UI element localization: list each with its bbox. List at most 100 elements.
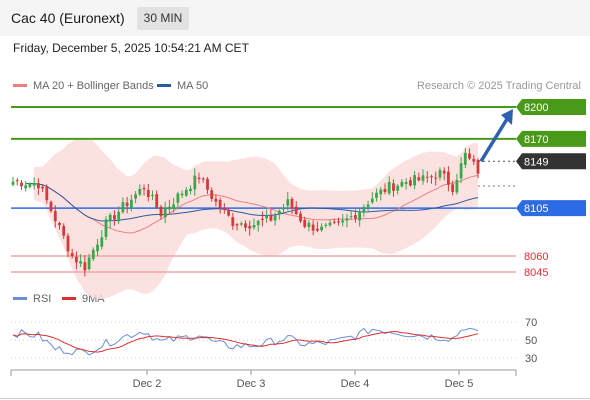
candle-body <box>227 210 230 216</box>
candle-body <box>91 249 95 260</box>
candle-body <box>290 199 294 209</box>
candle-body <box>239 223 243 225</box>
candle-body <box>273 215 277 221</box>
candle-body <box>261 218 264 220</box>
candle-body <box>316 228 319 231</box>
candle-body <box>417 177 421 181</box>
candle-body <box>151 195 154 196</box>
candle-body <box>476 159 480 174</box>
x-tick-label: Dec 5 <box>445 378 474 390</box>
candle-body <box>404 182 408 184</box>
bollinger-bands <box>34 138 478 299</box>
candle-body <box>155 194 159 208</box>
candle-body <box>45 186 49 201</box>
candle-body <box>134 194 137 199</box>
level-tag-bg-8170 <box>516 130 586 147</box>
level-tag-8060: 8060 <box>524 251 548 263</box>
candle-body <box>383 188 387 192</box>
candle-body <box>366 204 370 208</box>
candle-body <box>193 175 197 190</box>
level-tags: 8200 8170 8149 8105 8060 8045 <box>516 99 586 279</box>
research-credit: Research © 2025 Trading Central <box>416 80 581 92</box>
candle-body <box>451 184 454 192</box>
forecast-arrow-shaft <box>479 118 509 163</box>
candle-body <box>223 208 226 210</box>
x-tick-label: Dec 4 <box>341 378 370 390</box>
forecast-arrow <box>479 109 513 163</box>
candle-body <box>28 183 32 187</box>
x-tick-label: Dec 3 <box>237 378 266 390</box>
candle-body <box>455 179 459 193</box>
instrument-title: Cac 40 (Euronext) <box>11 10 125 26</box>
candle-body <box>32 183 36 186</box>
candle-body <box>53 211 57 222</box>
candle-body <box>332 221 336 223</box>
candle-body <box>387 182 391 194</box>
candle-body <box>130 199 133 209</box>
candle-body <box>413 175 416 186</box>
level-tag-8045: 8045 <box>524 267 548 279</box>
candle-body <box>41 186 44 189</box>
candle-body <box>75 256 78 263</box>
candle-body <box>20 182 23 187</box>
chart-header: Cac 40 (Euronext) 30 MIN <box>0 0 590 36</box>
candle-body <box>256 220 260 226</box>
candle-body <box>87 257 91 270</box>
candle-body <box>218 200 222 209</box>
interval-button[interactable]: 30 MIN <box>137 7 189 30</box>
candle-body <box>269 215 273 221</box>
candle-body <box>463 152 467 165</box>
candle-body <box>442 170 446 174</box>
candle-body <box>176 193 180 203</box>
candle-body <box>37 183 40 189</box>
candle-body <box>362 207 366 212</box>
candle-body <box>370 198 374 203</box>
candle-body <box>138 189 142 195</box>
candle-body <box>70 253 74 257</box>
candle-body <box>303 219 307 227</box>
candle-body <box>197 177 201 179</box>
candle-body <box>231 217 235 226</box>
x-tick-label: Dec 2 <box>133 378 162 390</box>
bottom-border <box>0 398 590 399</box>
candle-body <box>425 176 429 178</box>
moving-averages <box>25 174 479 234</box>
candle-body <box>320 226 323 231</box>
level-tag-8170: 8170 <box>524 134 548 146</box>
candle-body <box>392 183 395 191</box>
candlesticks <box>11 147 480 277</box>
candle-body <box>307 222 311 228</box>
candle-body <box>96 244 99 252</box>
candle-body <box>121 202 125 212</box>
candle-body <box>409 180 412 186</box>
rsi-level-label: 50 <box>525 335 537 347</box>
candle-body <box>62 226 66 236</box>
candle-body <box>472 158 476 162</box>
candle-body <box>400 181 404 187</box>
candle-body <box>252 225 256 228</box>
candle-body <box>146 189 150 197</box>
candle-body <box>159 206 163 217</box>
candle-body <box>282 207 285 210</box>
candle-body <box>172 204 175 209</box>
candle-body <box>286 199 290 206</box>
level-tag-8200: 8200 <box>524 102 548 114</box>
rsi-ma-line <box>12 330 479 353</box>
candle-body <box>15 180 19 182</box>
candle-body <box>235 224 239 226</box>
candle-body <box>100 237 104 247</box>
level-tag-bg-8149 <box>516 153 586 170</box>
candle-body <box>11 181 15 185</box>
timestamp: Friday, December 5, 2025 10:54:21 AM CET <box>13 41 249 55</box>
candle-body <box>214 198 218 202</box>
x-axis: Dec 2 Dec 3 Dec 4 Dec 5 <box>10 369 517 390</box>
candle-body <box>201 178 205 180</box>
level-tag-bg-8200 <box>516 99 586 115</box>
legend-ma20-label: MA 20 + Bollinger Bands <box>33 80 154 92</box>
candle-body <box>79 261 82 264</box>
bollinger-band-fill <box>34 138 478 299</box>
legend-ma50-label: MA 50 <box>177 80 209 92</box>
candle-body <box>142 188 146 190</box>
candle-body <box>354 215 357 219</box>
candle-body <box>438 169 442 178</box>
